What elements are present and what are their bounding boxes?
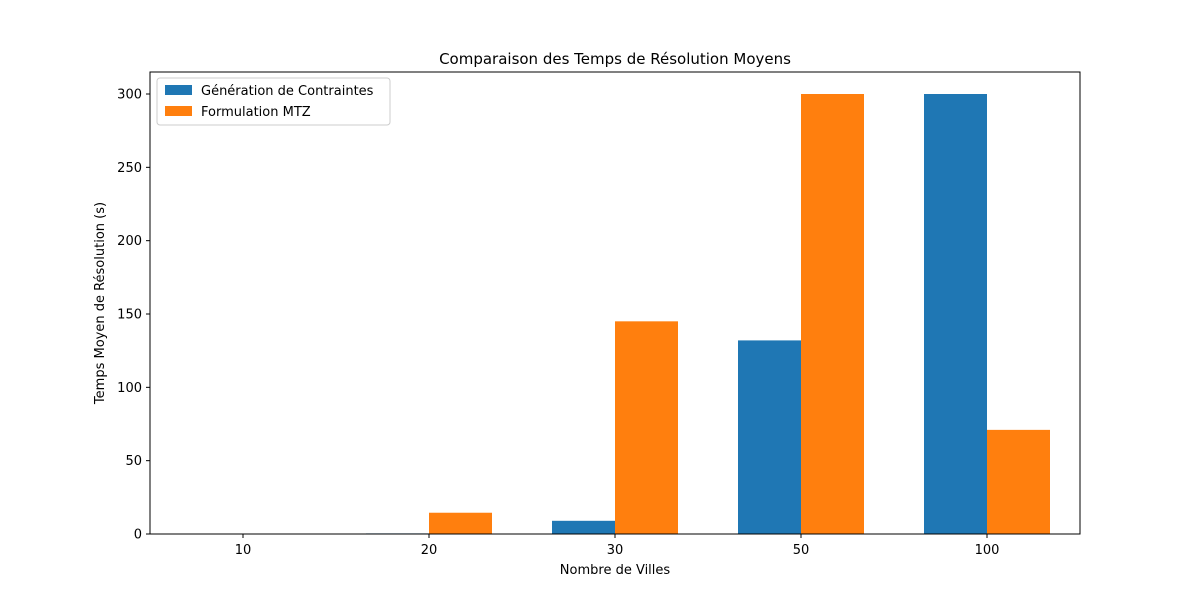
y-axis-label: Temps Moyen de Résolution (s) [93, 202, 108, 405]
x-tick-label: 30 [607, 543, 624, 558]
y-tick-label: 150 [117, 308, 142, 323]
y-tick-label: 50 [125, 454, 142, 469]
bar-mtz-100 [987, 430, 1050, 534]
bar-mtz-20 [429, 513, 492, 534]
bar-generation-30 [552, 521, 615, 534]
legend-label: Formulation MTZ [201, 105, 311, 120]
y-tick-label: 300 [117, 88, 142, 103]
y-tick-label: 0 [134, 528, 142, 543]
bar-generation-100 [924, 94, 987, 534]
bar-mtz-50 [801, 94, 864, 534]
x-tick-label: 50 [793, 543, 810, 558]
legend-swatch [165, 85, 192, 95]
bars-layer [180, 94, 1050, 534]
x-tick-label: 100 [975, 543, 1000, 558]
legend-label: Génération de Contraintes [201, 84, 374, 99]
legend: Génération de Contraintes Formulation MTZ [157, 78, 390, 125]
bar-mtz-30 [615, 321, 678, 534]
x-tick-label: 10 [235, 543, 252, 558]
x-axis-label: Nombre de Villes [560, 563, 671, 578]
y-tick-label: 200 [117, 234, 142, 249]
x-tick-label: 20 [421, 543, 438, 558]
y-tick-label: 250 [117, 161, 142, 176]
bar-generation-50 [738, 340, 801, 534]
y-tick-label: 100 [117, 381, 142, 396]
chart-title: Comparaison des Temps de Résolution Moye… [439, 50, 791, 68]
legend-swatch [165, 106, 192, 116]
